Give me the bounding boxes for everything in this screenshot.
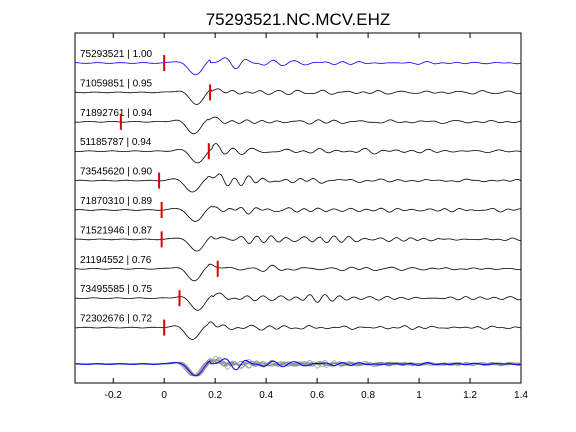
- stack-trace-10: [75, 357, 522, 377]
- chart-title: 75293521.NC.MCV.EHZ: [206, 10, 391, 29]
- trace-4: [75, 143, 522, 164]
- stack-trace-9: [74, 358, 522, 377]
- plot-frame: [74, 32, 522, 384]
- x-tick-label: 1.4: [514, 390, 528, 401]
- trace-8: [74, 263, 522, 282]
- x-tick-label: 0.6: [310, 390, 324, 401]
- trace-label-6: 71870310 | 0.89: [80, 196, 153, 207]
- stack-trace-5: [74, 357, 522, 376]
- trace-label-4: 51185787 | 0.94: [80, 137, 152, 148]
- trace-7: [75, 235, 522, 252]
- trace-9: [74, 292, 522, 311]
- trace-label-10: 72302676 | 0.72: [80, 314, 153, 325]
- x-tick-label: 0.8: [361, 390, 375, 401]
- trace-1: [74, 57, 522, 76]
- stack-layer: [74, 355, 522, 377]
- x-tick-label: 1: [416, 390, 422, 401]
- x-tick-label: 1.2: [463, 390, 477, 401]
- x-tick-label: 0.2: [208, 390, 222, 401]
- trace-label-9: 73495585 | 0.75: [80, 284, 153, 295]
- trace-label-7: 71521946 | 0.87: [80, 225, 153, 236]
- labels-layer: 75293521 | 1.00 71059851 | 0.95 71892761 |…: [80, 49, 153, 325]
- trace-2: [74, 88, 522, 105]
- trace-6: [74, 206, 522, 222]
- trace-5: [74, 173, 522, 193]
- trace-label-2: 71059851 | 0.95: [80, 78, 153, 89]
- traces-layer: [74, 57, 522, 340]
- trace-label-1: 75293521 | 1.00: [80, 49, 153, 60]
- picks-layer: [119, 55, 219, 336]
- stack-trace-1: [74, 358, 522, 377]
- x-axis: -0.2 0 0.2 0.4 0.6 0.8 1 1.2 1.4: [105, 33, 528, 401]
- trace-10: [75, 321, 522, 340]
- trace-3: [75, 116, 522, 135]
- trace-label-8: 21194552 | 0.76: [80, 255, 152, 266]
- x-tick-label: -0.2: [105, 390, 123, 401]
- x-tick-label: 0: [161, 390, 167, 401]
- trace-label-3: 71892761 | 0.94: [80, 108, 153, 119]
- x-tick-label: 0.4: [259, 390, 273, 401]
- trace-label-5: 73545620 | 0.90: [80, 167, 153, 178]
